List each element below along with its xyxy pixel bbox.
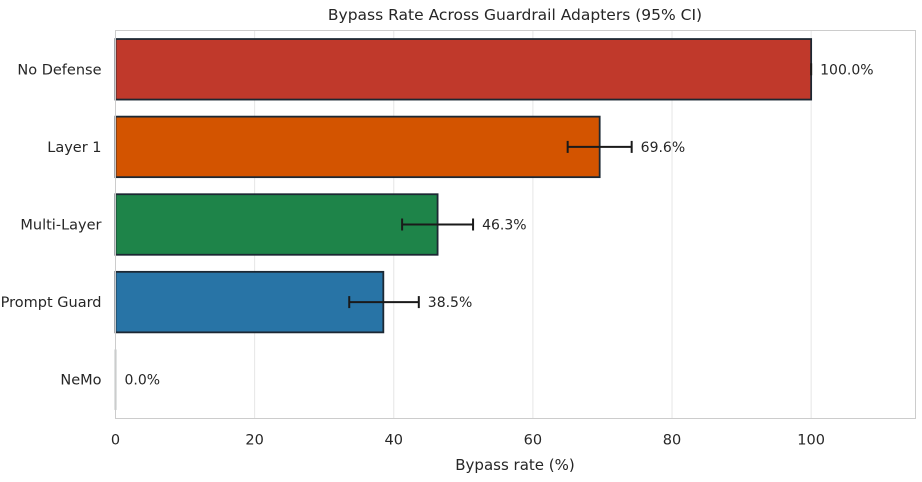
value-labels: 100.0% 69.6% 46.3% 38.5% 0.0%: [125, 62, 874, 388]
x-axis-label: Bypass rate (%): [455, 456, 574, 474]
x-tick-label: 60: [524, 433, 542, 449]
plot-frame: [115, 30, 916, 419]
x-tick-label: 100: [797, 433, 825, 449]
value-label: 0.0%: [125, 373, 161, 389]
x-tick-label: 80: [663, 433, 681, 449]
bar: [114, 193, 439, 256]
error-bar: [401, 218, 475, 231]
y-tick-label: Prompt Guard: [1, 295, 102, 311]
x-tick-labels: 0 20 40 60 80 100: [111, 433, 825, 449]
error-bar: [566, 140, 633, 153]
chart-title: Bypass Rate Across Guardrail Adapters (9…: [328, 6, 702, 24]
value-label: 69.6%: [641, 140, 685, 156]
error-bars: [348, 63, 813, 309]
x-tick-label: 40: [385, 433, 403, 449]
value-label: 46.3%: [482, 218, 526, 234]
value-label: 100.0%: [820, 62, 873, 78]
y-tick-label: Layer 1: [47, 140, 101, 156]
y-tick-label: Multi-Layer: [20, 218, 101, 234]
bar: [114, 115, 601, 179]
x-tick-label: 20: [245, 433, 263, 449]
bar: [114, 270, 385, 334]
y-tick-label: NeMo: [60, 373, 101, 389]
y-tick-label: No Defense: [17, 62, 101, 78]
value-label: 38.5%: [428, 295, 472, 311]
y-tick-labels: No Defense Layer 1 Multi-Layer Prompt Guard…: [1, 62, 102, 388]
bar: [114, 38, 813, 101]
x-tick-label: 0: [111, 433, 120, 449]
error-bar: [348, 296, 420, 309]
